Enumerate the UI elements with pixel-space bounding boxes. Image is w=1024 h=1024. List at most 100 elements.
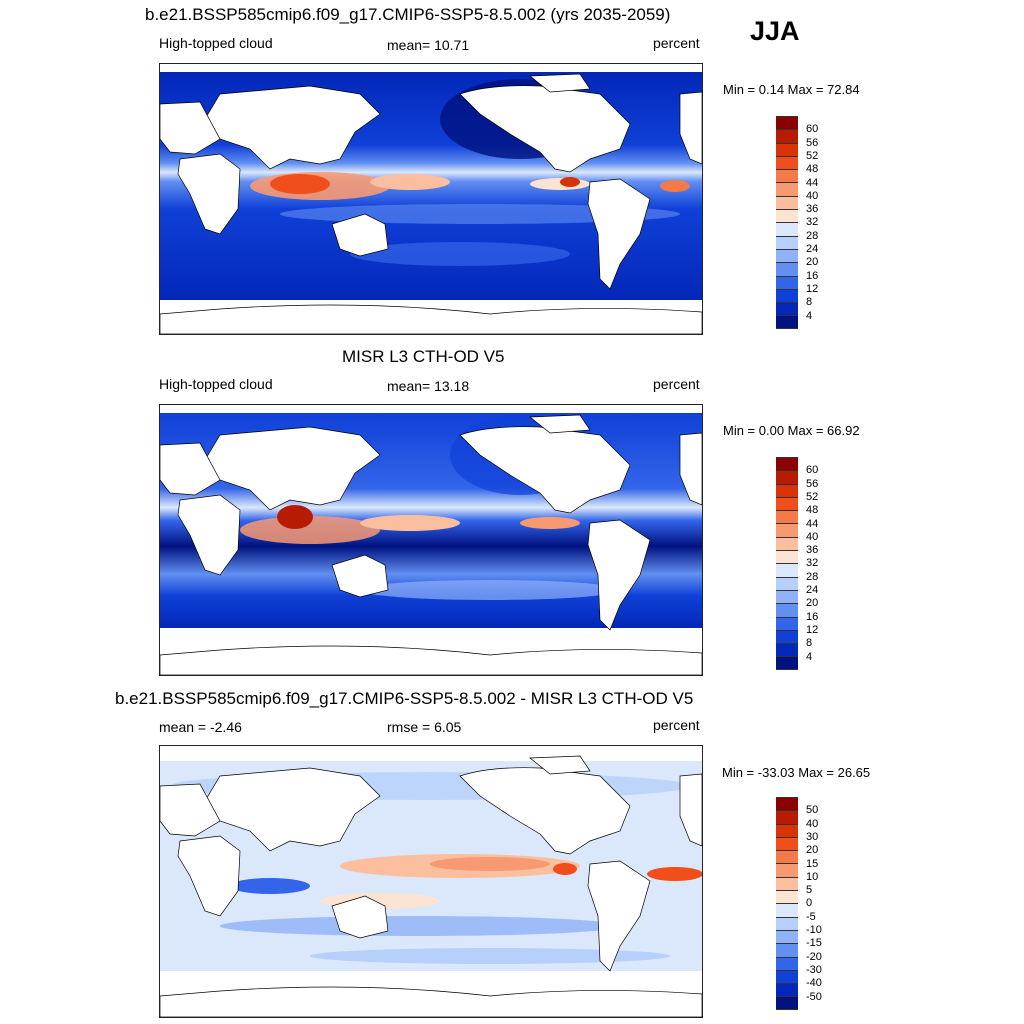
colorbar-tick-label: 36 xyxy=(806,203,819,216)
colorbar-swatch xyxy=(776,797,798,811)
colorbar-tick-label: 24 xyxy=(806,243,819,255)
colorbar-tick-label: 56 xyxy=(806,136,819,149)
colorbar-tick-label: 40 xyxy=(806,530,819,543)
colorbar-tick-label: 52 xyxy=(806,490,819,503)
colorbar-tick-label: 28 xyxy=(806,570,819,583)
colorbar-tick-label: 16 xyxy=(806,610,819,623)
colorbar-tick-label: 50 xyxy=(806,804,819,817)
colorbar-swatch xyxy=(776,182,798,196)
colorbar-swatch xyxy=(776,169,798,183)
colorbar-tick-label: 40 xyxy=(806,817,819,830)
colorbar-swatch xyxy=(776,470,798,484)
colorbar-swatch xyxy=(776,810,798,824)
colorbar-tick-label: -10 xyxy=(806,924,822,936)
colorbar-tick-label: 4 xyxy=(806,309,813,322)
colorbar-swatch xyxy=(776,983,798,997)
colorbar-tick-label: 44 xyxy=(806,517,819,530)
colorbar-tick-label: 12 xyxy=(806,282,819,295)
colorbar-swatch xyxy=(776,222,798,236)
colorbar-swatch xyxy=(776,248,798,263)
colorbar-tick-label: 24 xyxy=(806,584,819,596)
colorbar-tick-label: 20 xyxy=(806,256,819,269)
panel2-title: MISR L3 CTH-OD V5 xyxy=(342,347,505,366)
panel3-map xyxy=(159,745,703,1018)
colorbar-swatch xyxy=(776,496,798,511)
colorbar-tick-label: 48 xyxy=(806,163,819,176)
panel2-land xyxy=(160,405,702,675)
colorbar-swatch xyxy=(776,262,798,276)
colorbar-tick-label: 52 xyxy=(806,149,819,162)
colorbar-tick-label: 0 xyxy=(806,897,813,910)
colorbar-swatch xyxy=(776,929,798,944)
colorbar-tick-label: 32 xyxy=(806,557,819,570)
colorbar-swatch xyxy=(776,943,798,957)
colorbar-tick-label: 4 xyxy=(806,650,813,663)
colorbar-tick-label: 8 xyxy=(806,637,813,650)
colorbar-tick-label: -30 xyxy=(806,963,822,976)
colorbar-tick-label: 15 xyxy=(806,857,819,870)
colorbar-tick-label: 60 xyxy=(806,123,819,136)
colorbar-swatch xyxy=(776,142,798,156)
colorbar-swatch xyxy=(776,457,798,471)
panel3-title: b.e21.BSSP585cmip6.f09_g17.CMIP6-SSP5-8.… xyxy=(115,689,694,708)
colorbar-swatch xyxy=(776,576,798,590)
colorbar-tick-label: 30 xyxy=(806,830,819,843)
colorbar-tick-label: -5 xyxy=(806,910,816,923)
panel1-map xyxy=(159,63,703,335)
panel1-variable-label: High-topped cloud xyxy=(159,35,273,51)
colorbar-swatch xyxy=(776,302,798,316)
colorbar-swatch xyxy=(776,903,798,917)
panel3-units-label: percent xyxy=(653,717,700,733)
panel1-mean-label: mean= 10.71 xyxy=(387,37,470,53)
colorbar-swatch xyxy=(776,536,798,551)
colorbar-swatch xyxy=(776,483,798,497)
colorbar-swatch xyxy=(776,510,798,524)
colorbar-swatch xyxy=(776,129,798,143)
colorbar-swatch xyxy=(776,969,798,984)
colorbar-swatch xyxy=(776,550,798,564)
colorbar-swatch xyxy=(776,155,798,170)
colorbar-tick-label: -20 xyxy=(806,950,822,963)
colorbar-swatch xyxy=(776,589,798,604)
colorbar-tick-label: 12 xyxy=(806,623,819,636)
colorbar-swatch xyxy=(776,656,798,670)
panel3-land xyxy=(160,746,702,1017)
colorbar-swatch xyxy=(776,916,798,930)
colorbar-tick-label: 28 xyxy=(806,229,819,242)
colorbar-swatch xyxy=(776,288,798,303)
panel2-units-label: percent xyxy=(653,376,700,392)
panel1-land xyxy=(160,64,702,334)
colorbar-swatch xyxy=(776,643,798,657)
panel2-mean-label: mean= 13.18 xyxy=(387,378,470,394)
colorbar-swatch xyxy=(776,996,798,1010)
colorbar-tick-label: -50 xyxy=(806,990,822,1003)
colorbar-swatch xyxy=(776,890,798,904)
colorbar-tick-label: 44 xyxy=(806,176,819,189)
colorbar-tick-label: 32 xyxy=(806,216,819,229)
colorbar-swatch xyxy=(776,116,798,130)
colorbar-tick-label: 8 xyxy=(806,296,813,309)
colorbar-swatch xyxy=(776,863,798,877)
colorbar-swatch xyxy=(776,823,798,837)
colorbar-tick-label: 20 xyxy=(806,597,819,610)
panel3-minmax-label: Min = -33.03 Max = 26.65 xyxy=(722,765,871,780)
colorbar-swatch xyxy=(776,195,798,210)
colorbar-swatch xyxy=(776,836,798,851)
panel3-rmse-label: rmse = 6.05 xyxy=(387,719,462,735)
colorbar-swatch xyxy=(776,275,798,289)
panel2-minmax-label: Min = 0.00 Max = 66.92 xyxy=(723,423,860,438)
panel1-minmax-label: Min = 0.14 Max = 72.84 xyxy=(723,82,860,97)
colorbar-swatch xyxy=(776,956,798,970)
colorbar-swatch xyxy=(776,876,798,891)
colorbar-tick-label: 10 xyxy=(806,870,819,883)
panel2-map xyxy=(159,404,703,676)
panel3-mean-label: mean = -2.46 xyxy=(159,719,242,735)
panel2-variable-label: High-topped cloud xyxy=(159,376,273,392)
colorbar-swatch xyxy=(776,523,798,537)
colorbar-tick-label: 20 xyxy=(806,844,819,857)
colorbar-tick-label: 56 xyxy=(806,477,819,490)
colorbar-tick-label: 40 xyxy=(806,189,819,202)
panel1-units-label: percent xyxy=(653,35,700,51)
colorbar-tick-label: 48 xyxy=(806,504,819,517)
colorbar-swatch xyxy=(776,235,798,249)
